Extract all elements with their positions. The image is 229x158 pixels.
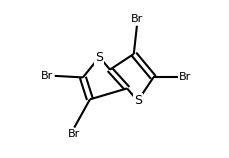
Text: Br: Br [178,72,191,82]
Text: Br: Br [41,71,53,81]
Text: Br: Br [130,14,142,24]
Text: Br: Br [68,129,80,139]
Text: S: S [95,51,103,64]
Text: S: S [133,94,141,107]
